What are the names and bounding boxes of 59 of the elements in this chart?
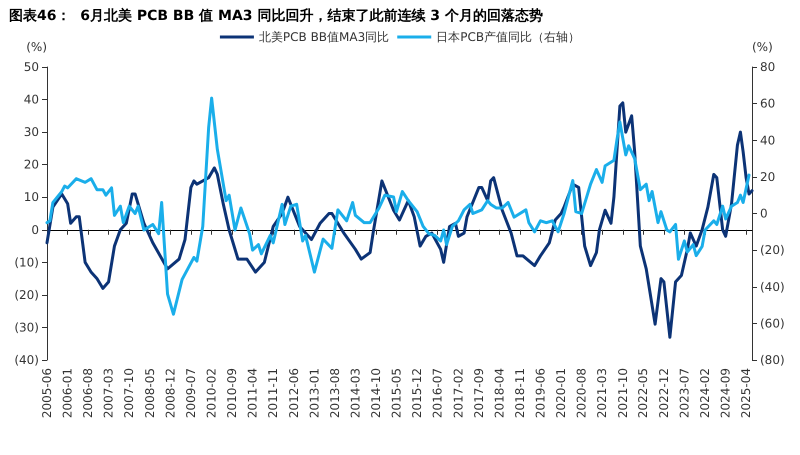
- x-tick-label: 2012-06: [286, 368, 301, 418]
- y2-tick-label: (20): [760, 243, 785, 258]
- x-tick-label: 2009-07: [184, 368, 198, 418]
- x-tick-label: 2008-12: [163, 368, 178, 418]
- x-tick-label: 2010-02: [204, 368, 219, 418]
- legend-label: 北美PCB BB值MA3同比: [258, 30, 390, 44]
- x-tick-label: 2007-10: [122, 368, 136, 418]
- x-tick-label: 2007-03: [102, 368, 116, 418]
- x-tick-label: 2022-12: [656, 368, 671, 418]
- x-tick-label: 2017-09: [472, 368, 486, 418]
- y-tick-label: 20: [24, 158, 39, 172]
- x-tick-label: 2022-05: [636, 368, 650, 418]
- x-tick-label: 2014-10: [369, 368, 383, 418]
- x-tick-label: 2021-10: [616, 368, 630, 418]
- y-tick-label: (10): [14, 255, 39, 270]
- x-tick-label: 2017-02: [451, 368, 466, 418]
- x-tick-label: 2005-06: [40, 368, 54, 418]
- x-tick-label: 2020-01: [554, 368, 568, 418]
- y-tick-label: 50: [24, 60, 39, 74]
- y2-tick-label: (40): [760, 280, 785, 294]
- x-tick-label: 2025-04: [739, 368, 754, 418]
- y-tick-label: (30): [14, 320, 39, 334]
- y2-axis-title: (%): [752, 40, 773, 54]
- y-tick-label: 40: [24, 92, 39, 107]
- x-tick-label: 2006-08: [81, 368, 96, 418]
- y-tick-label: 0: [31, 222, 39, 237]
- x-tick-label: 2018-04: [492, 368, 506, 418]
- y2-tick-label: 0: [760, 206, 768, 220]
- x-tick-label: 2014-03: [348, 368, 362, 418]
- x-tick-label: 2013-01: [307, 368, 322, 418]
- y-axis-title: (%): [26, 40, 47, 54]
- x-tick-label: 2010-09: [225, 368, 240, 418]
- x-tick-label: 2008-05: [142, 368, 157, 418]
- x-tick-label: 2006-01: [60, 368, 75, 418]
- y2-tick-label: 40: [760, 133, 776, 148]
- x-tick-label: 2015-05: [389, 368, 404, 418]
- chart-title: 图表46： 6月北美 PCB BB 值 MA3 同比回升，结束了此前连续 3 个月的回落态势: [9, 7, 543, 24]
- y-tick-label: (20): [14, 288, 39, 302]
- x-tick-label: 2016-07: [430, 368, 445, 418]
- y2-tick-label: 60: [760, 96, 776, 111]
- x-tick-label: 2020-08: [574, 368, 589, 418]
- y2-tick-label: (80): [760, 353, 785, 367]
- x-tick-label: 2021-03: [595, 368, 610, 418]
- x-tick-label: 2011-04: [246, 368, 260, 418]
- x-tick-label: 2013-08: [328, 368, 342, 418]
- x-tick-label: 2019-06: [533, 368, 548, 418]
- x-tick-label: 2018-11: [512, 368, 527, 418]
- y2-tick-label: (60): [760, 316, 785, 330]
- y-tick-label: (40): [14, 353, 39, 367]
- y-tick-label: 10: [24, 190, 39, 204]
- x-tick-label: 2023-07: [677, 368, 692, 418]
- y2-tick-label: 80: [760, 60, 776, 74]
- y2-tick-label: 20: [760, 170, 776, 184]
- x-tick-label: 2015-12: [410, 368, 424, 418]
- y-tick-label: 30: [24, 125, 39, 140]
- x-tick-label: 2024-09: [718, 368, 733, 418]
- legend-label: 日本PCB产值同比（右轴）: [436, 30, 580, 44]
- x-tick-label: 2011-11: [266, 368, 280, 418]
- x-tick-label: 2024-02: [698, 368, 712, 418]
